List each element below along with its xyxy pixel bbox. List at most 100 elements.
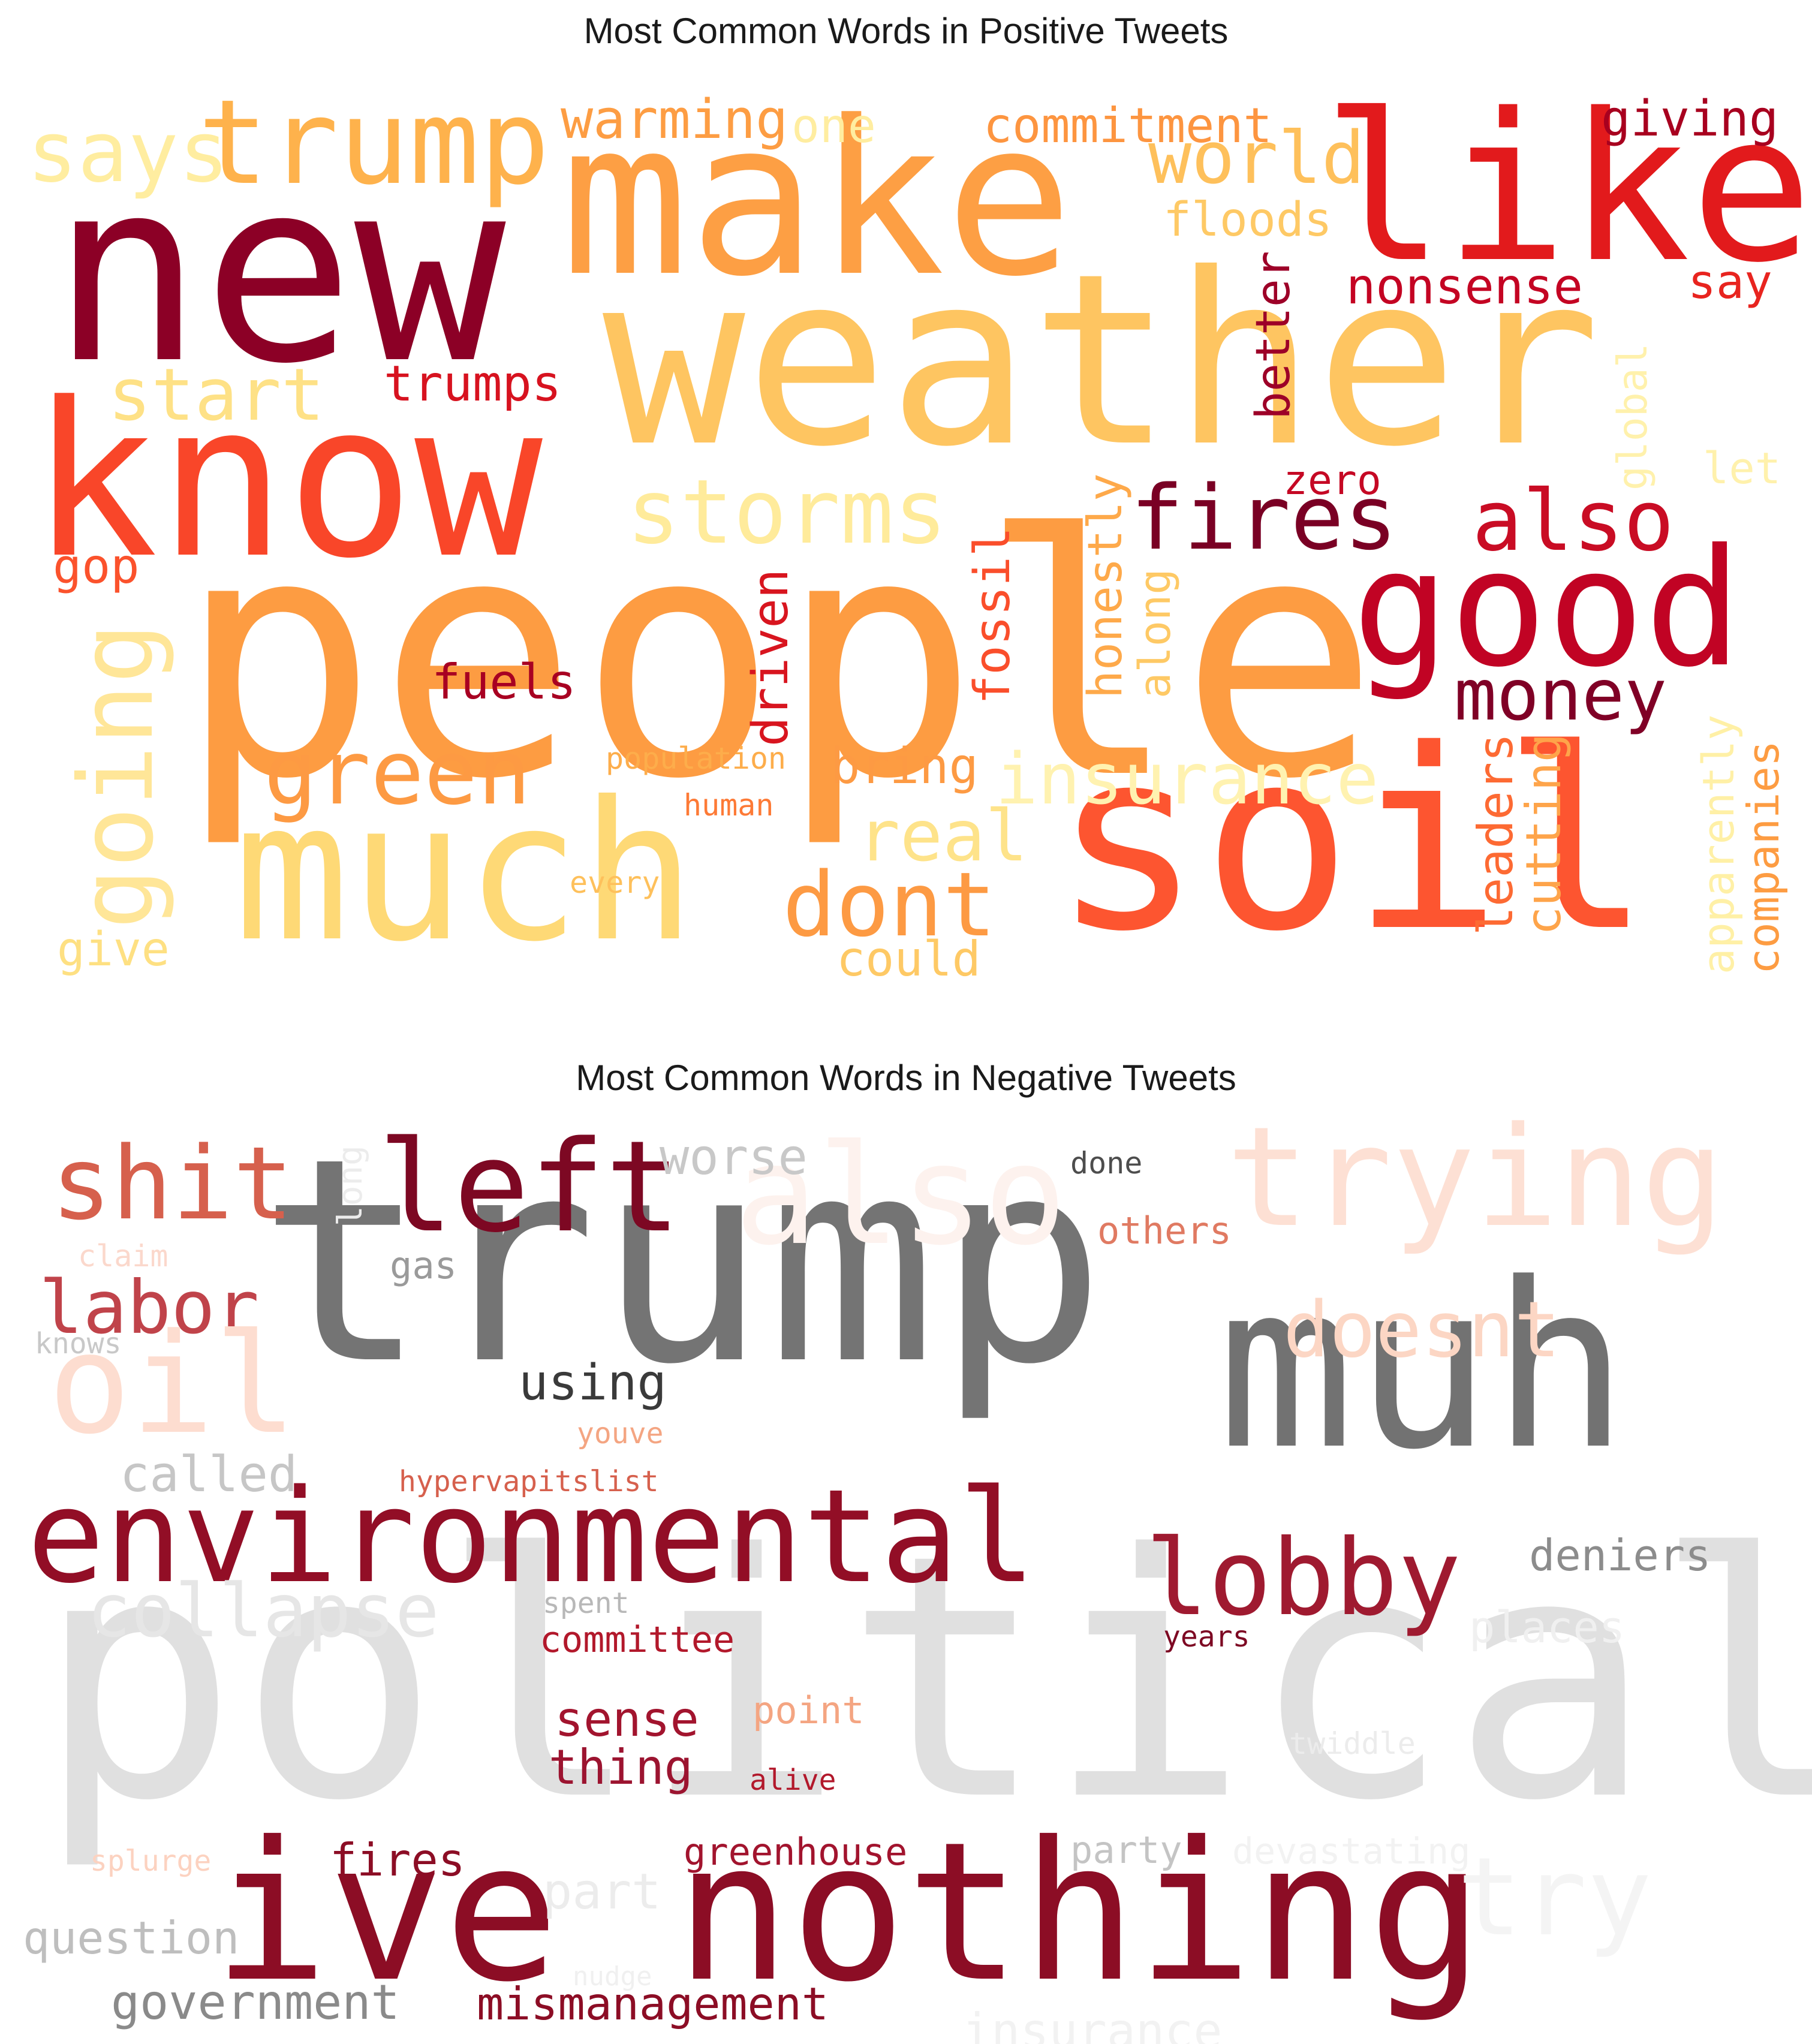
word-every: every: [570, 865, 660, 900]
word-greenhouse: greenhouse: [684, 1830, 908, 1874]
word-nudge: nudge: [573, 1961, 652, 1992]
word-cutting: cutting: [1516, 733, 1572, 935]
word-honestly: honestly: [1079, 473, 1133, 699]
word-give: give: [57, 923, 170, 977]
word-commitment: commitment: [983, 98, 1272, 153]
word-others: others: [1097, 1209, 1232, 1253]
word-better: better: [1247, 251, 1301, 420]
word-human: human: [684, 788, 774, 823]
word-green: green: [264, 721, 531, 824]
word-devastating: devastating: [1232, 1831, 1471, 1873]
word-weather: weather: [603, 223, 1601, 499]
word-places: places: [1469, 1602, 1626, 1652]
word-also: also: [735, 1116, 1067, 1276]
word-global: global: [1609, 343, 1657, 490]
word-zero: zero: [1283, 457, 1381, 504]
word-mismanagement: mismanagement: [477, 1977, 829, 2030]
word-start: start: [108, 354, 325, 437]
word-know: know: [30, 357, 543, 605]
word-question: question: [23, 1911, 240, 1964]
word-says: says: [27, 104, 230, 201]
word-also: also: [1472, 472, 1675, 570]
word-real: real: [857, 794, 1028, 877]
word-warming: warming: [561, 88, 788, 151]
word-muh: muh: [1217, 1234, 1629, 1500]
word-committee: committee: [540, 1619, 735, 1661]
word-environmental: environmental: [27, 1461, 1036, 1612]
word-bring: bring: [830, 738, 979, 795]
word-shit: shit: [51, 1125, 294, 1242]
word-fossil: fossil: [964, 526, 1021, 705]
positive-cloud-title: Most Common Words in Positive Tweets: [583, 11, 1229, 51]
word-deniers: deniers: [1529, 1530, 1711, 1581]
word-done: done: [1070, 1146, 1143, 1181]
word-called: called: [120, 1446, 298, 1503]
word-say: say: [1688, 255, 1772, 309]
word-let: let: [1703, 443, 1781, 493]
word-left: left: [378, 1113, 681, 1260]
word-could: could: [836, 931, 981, 987]
word-fuels: fuels: [432, 654, 576, 710]
word-going: going: [58, 622, 176, 929]
word-splurge: splurge: [90, 1844, 212, 1878]
word-years: years: [1163, 1620, 1250, 1654]
word-money: money: [1454, 654, 1667, 736]
word-soil: soil: [1052, 696, 1652, 986]
word-gop: gop: [53, 538, 140, 594]
word-much: much: [234, 761, 696, 984]
word-dont: dont: [782, 853, 997, 956]
word-labor: labor: [39, 1265, 260, 1350]
word-doesnt: doesnt: [1283, 1286, 1561, 1375]
word-part: part: [543, 1864, 661, 1920]
word-spent: spent: [543, 1587, 630, 1620]
word-hypervapitslist: hypervapitslist: [399, 1465, 659, 1498]
word-political: political: [36, 1483, 1812, 1874]
word-one: one: [791, 100, 876, 153]
negative-cloud-title: Most Common Words in Negative Tweets: [576, 1058, 1236, 1098]
word-trump: trump: [258, 1098, 1106, 1426]
word-make: make: [561, 75, 1073, 323]
word-trumps: trumps: [384, 356, 562, 413]
word-sense: sense: [555, 1691, 699, 1747]
word-good: good: [1352, 514, 1742, 703]
word-trying: trying: [1226, 1098, 1724, 1258]
word-party: party: [1070, 1828, 1182, 1872]
word-people: people: [177, 464, 1380, 851]
word-thing: thing: [549, 1739, 693, 1795]
word-giving: giving: [1601, 91, 1779, 147]
word-insurance: insurance: [962, 2003, 1223, 2044]
word-worse: worse: [660, 1129, 808, 1186]
word-world: world: [1148, 117, 1365, 200]
word-leaders: leaders: [1468, 733, 1524, 935]
word-driven: driven: [742, 568, 799, 746]
negative-word-cloud: political trump muh ive nothing environm…: [0, 1019, 1812, 2044]
word-trump: trump: [198, 74, 550, 210]
word-fires: fires: [330, 1834, 465, 1886]
word-claim: claim: [78, 1239, 168, 1274]
word-along: along: [1130, 568, 1180, 699]
word-alive: alive: [750, 1763, 836, 1797]
word-nonsense: nonsense: [1346, 258, 1583, 315]
word-fires: fires: [1130, 466, 1398, 570]
word-government: government: [111, 1974, 400, 2030]
word-apparently: apparently: [1693, 714, 1744, 974]
word-youve: youve: [577, 1417, 664, 1450]
word-like: like: [1322, 70, 1812, 308]
word-long: long: [331, 1145, 370, 1226]
word-knows: knows: [35, 1327, 122, 1360]
word-floods: floods: [1163, 193, 1332, 247]
word-ive-nothing: ive nothing: [213, 1801, 1484, 2024]
word-gas: gas: [390, 1244, 457, 1287]
positive-word-cloud: people weather make new know like soil m…: [0, 0, 1812, 1019]
word-collapse: collapse: [87, 1569, 440, 1654]
word-using: using: [519, 1354, 667, 1411]
word-new: new: [51, 126, 506, 419]
word-companies: companies: [1738, 740, 1789, 974]
word-insurance: insurance: [995, 737, 1379, 820]
word-point: point: [753, 1688, 865, 1732]
word-twiddle: twiddle: [1289, 1726, 1416, 1761]
word-storms: storms: [627, 460, 947, 564]
word-oil: oil: [48, 1305, 297, 1465]
word-lobby: lobby: [1145, 1518, 1461, 1639]
word-population: population: [606, 741, 787, 776]
